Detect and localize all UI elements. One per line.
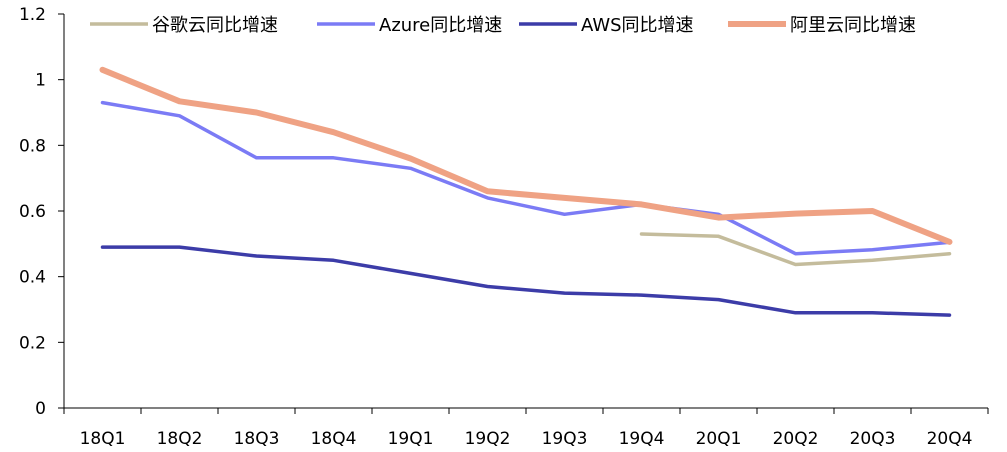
x-tick-label: 18Q1: [80, 429, 126, 449]
series-layer: [99, 66, 953, 317]
series-line-2: [100, 245, 952, 317]
x-tick-label: 20Q3: [850, 429, 896, 449]
x-tick-label: 20Q1: [696, 429, 742, 449]
x-tick-label: 19Q1: [388, 429, 434, 449]
axes: 0 0.2 0.4 0.6 0.8 1 1.2 18Q1 18Q2 18Q3 18Q4 19Q1 19Q…: [19, 5, 989, 449]
y-tick-label: 1: [35, 71, 46, 91]
legend-label-0: 谷歌云同比增速: [152, 15, 278, 36]
series-line-1: [100, 100, 952, 256]
y-tick-label: 1.2: [19, 5, 46, 25]
x-tick-label: 19Q3: [542, 429, 588, 449]
y-tick-label: 0.4: [19, 268, 46, 288]
x-tick-label: 18Q2: [157, 429, 203, 449]
y-tick-label: 0.2: [19, 333, 46, 353]
x-tick-label: 19Q2: [465, 429, 511, 449]
legend-label-1: Azure同比增速: [379, 15, 502, 36]
legend: 谷歌云同比增速 Azure同比增速 AWS同比增速 阿里云同比增速: [90, 15, 916, 36]
y-tick-label: 0.6: [19, 202, 46, 222]
y-tick-label: 0.8: [19, 136, 46, 156]
series-line-3: [99, 66, 953, 245]
x-tick-label: 19Q4: [619, 429, 665, 449]
series-line-0: [639, 232, 952, 267]
x-tick-label: 20Q2: [773, 429, 819, 449]
legend-label-3: 阿里云同比增速: [790, 15, 916, 36]
x-tick-label: 18Q4: [311, 429, 357, 449]
y-tick-label: 0: [35, 399, 46, 419]
x-tick-label: 20Q4: [927, 429, 973, 449]
legend-label-2: AWS同比增速: [581, 15, 694, 36]
x-tick-label: 18Q3: [234, 429, 280, 449]
